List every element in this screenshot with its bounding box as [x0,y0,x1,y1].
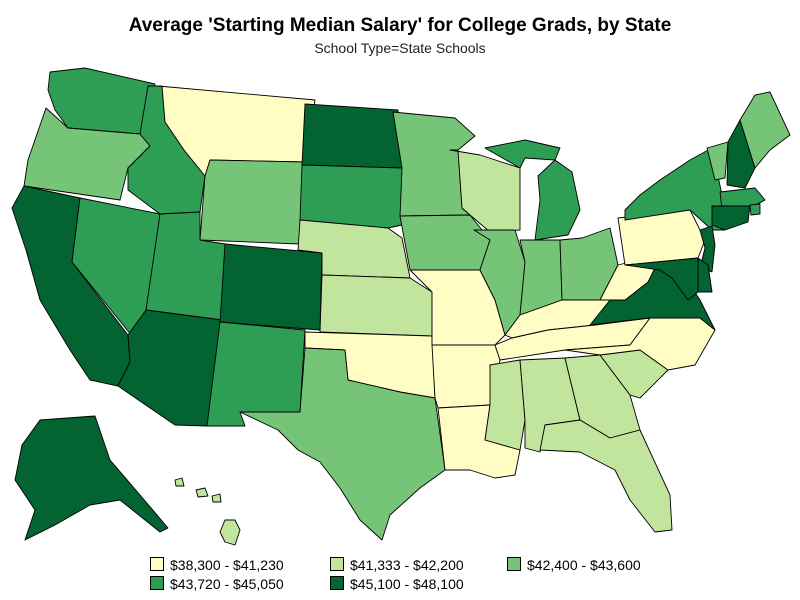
legend-swatch-1 [150,557,164,571]
state-hi-part-4 [219,519,241,546]
state-ms [484,359,526,451]
legend-item-3: $42,400 - $43,600 [507,556,641,574]
state-md [624,257,699,301]
map-title: Average 'Starting Median Salary' for Col… [128,15,672,36]
legend-swatch-3 [507,557,521,571]
state-hi-part-3 [211,493,222,503]
state-ia [399,214,491,271]
legend-swatch-4 [150,576,164,590]
state-mi-part-2 [534,159,581,241]
legend-label-5: $45,100 - $48,100 [350,576,464,592]
state-tx [239,347,446,541]
legend-swatch-5 [330,576,344,590]
legend-item-2: $41,333 - $42,200 [330,556,464,574]
state-ri [749,203,761,216]
state-nj [699,225,716,273]
legend-label-2: $41,333 - $42,200 [350,557,464,573]
state-hi [174,477,185,487]
state-co [219,243,323,331]
state-nh [726,119,756,189]
state-ak [14,415,169,541]
legend-item-1: $38,300 - $41,230 [150,556,284,574]
state-wy [199,159,306,245]
legend-label-3: $42,400 - $43,600 [527,557,641,573]
legend-label-1: $38,300 - $41,230 [170,557,284,573]
state-hi-part-2 [195,487,209,498]
state-nm [206,321,306,427]
legend-label-4: $43,720 - $45,050 [170,576,284,592]
state-sd [299,164,403,229]
state-fl [539,419,673,533]
legend-item-4: $43,720 - $45,050 [150,575,284,593]
legend-item-5: $45,100 - $48,100 [330,575,464,593]
state-nd [301,103,403,169]
map-subtitle: School Type=State Schools [314,40,486,56]
state-me [739,91,791,169]
state-ks [319,274,433,337]
legend-swatch-2 [330,557,344,571]
state-vt [706,141,729,181]
state-az [117,309,223,427]
state-ct [711,205,751,231]
